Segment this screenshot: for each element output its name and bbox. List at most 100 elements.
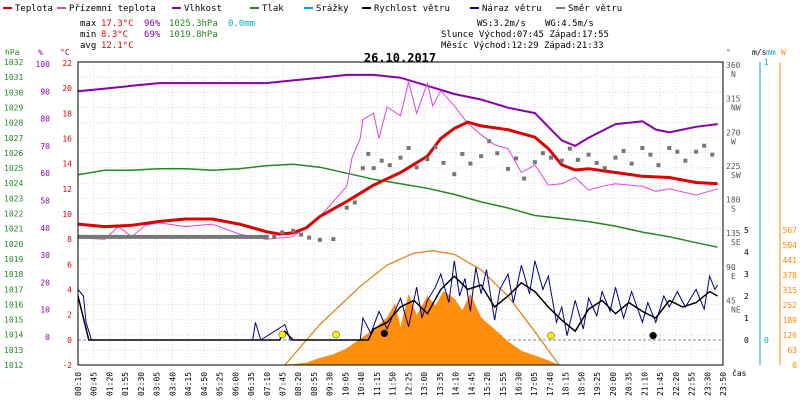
wind-direction-point xyxy=(675,149,680,154)
axis-tick-degc: -2 xyxy=(62,361,72,370)
axis-tick-x: 06:00 xyxy=(231,372,240,396)
stat-min-temp: 8.3°C xyxy=(101,30,128,40)
wind-direction-point xyxy=(495,151,500,156)
wind-direction-point xyxy=(514,156,519,161)
legend-label: Přízemní teplota xyxy=(69,4,156,14)
axis-tick-ms: 3 xyxy=(744,270,749,279)
axis-tick-x: 20:00 xyxy=(609,372,618,396)
wind-direction-point xyxy=(549,155,553,160)
axis-tick-dir: 360 xyxy=(726,61,741,70)
stat-wg: WG:4.5m/s xyxy=(545,19,594,29)
axis-tick-x: 04:15 xyxy=(184,372,193,396)
wind-direction-point xyxy=(360,166,365,171)
axis-tick-hpa: 1031 xyxy=(4,73,23,82)
wind-direction-point xyxy=(468,161,473,166)
stat-sun: Slunce Východ:07:45 Západ:17:55 xyxy=(441,30,609,40)
legend: Teplota Přízemní teplota Vlhkost Tlak Srážky… xyxy=(3,4,622,14)
axis-unit-hpa: hPa xyxy=(5,48,20,57)
axis-tick-x: 03:05 xyxy=(153,372,162,396)
wind-direction-point xyxy=(667,145,672,150)
axis-tick-dir: 270 xyxy=(726,128,741,137)
axis-tick-x: 16:30 xyxy=(514,372,523,396)
axis-tick-x: 22:20 xyxy=(672,372,681,396)
axis-tick-pct: 10 xyxy=(40,306,50,315)
wind-direction-point xyxy=(387,163,392,168)
axis-tick-wm2: 378 xyxy=(783,271,798,280)
axis-tick-x: 18:15 xyxy=(562,372,571,396)
axis-tick-x: 21:45 xyxy=(656,372,665,396)
axis-tick-degc: 8 xyxy=(67,235,72,244)
wind-direction-point xyxy=(621,148,626,153)
plot-area xyxy=(77,73,719,366)
axis-tick-dir-compass: NW xyxy=(731,104,741,113)
event-marker xyxy=(278,330,286,339)
axis-tick-x: 07:10 xyxy=(263,372,272,396)
axis-tick-wm2: 441 xyxy=(783,256,798,265)
axis-tick-ms: 2 xyxy=(744,292,749,301)
wind-gust-line xyxy=(77,260,719,341)
event-marker xyxy=(380,329,389,338)
stat-avg-temp: 12.1°C xyxy=(101,41,134,51)
axis-tick-x: 14:45 xyxy=(467,372,476,396)
wind-direction-point xyxy=(540,151,545,156)
axis-tick-mm: 0 xyxy=(764,336,769,345)
axis-tick-x: 21:10 xyxy=(640,372,649,396)
axis-tick-degc: 22 xyxy=(62,59,72,68)
axis-tick-degc: 10 xyxy=(62,210,72,219)
legend-label: Rychlost větru xyxy=(374,4,450,14)
axis-tick-hpa: 1017 xyxy=(4,285,23,294)
stat-max-press: 1025.3hPa xyxy=(169,19,218,29)
wind-direction-point xyxy=(371,166,376,171)
chart-title: 26.10.2017 xyxy=(364,51,436,65)
axis-tick-hpa: 1025 xyxy=(4,164,23,173)
axis-tick-degc: 18 xyxy=(62,109,72,118)
axis-tick-degc: 12 xyxy=(62,185,72,194)
axis-tick-wm2: 189 xyxy=(783,316,798,325)
axis-tick-hpa: 1021 xyxy=(4,225,23,234)
axis-tick-x: 17:05 xyxy=(530,372,539,396)
axis-tick-wm2: 126 xyxy=(783,331,798,340)
wind-direction-point xyxy=(506,166,510,171)
humidity-line xyxy=(77,73,718,148)
axis-unit-dir: ° xyxy=(726,48,731,57)
axis-tick-degc: 16 xyxy=(62,135,72,144)
solar-max-line xyxy=(284,250,560,366)
axis-tick-dir-compass: S xyxy=(731,205,736,214)
wind-direction-point xyxy=(522,176,527,181)
axis-unit-ms: m/s xyxy=(752,48,767,57)
axis-tick-dir: 225 xyxy=(726,162,741,171)
axis-tick-hpa: 1013 xyxy=(4,346,23,355)
wind-direction-point xyxy=(379,158,384,163)
stat-min-hum: 69% xyxy=(144,30,161,40)
axis-tick-wm2: 504 xyxy=(783,241,798,250)
axis-tick-x: 07:45 xyxy=(279,372,288,396)
wind-direction-point xyxy=(344,205,349,210)
wind-direction-point xyxy=(433,145,438,150)
axis-tick-pct: 60 xyxy=(40,169,50,178)
axis-tick-x: 11:50 xyxy=(389,372,398,396)
event-marker xyxy=(547,331,555,340)
axis-tick-dir-compass: W xyxy=(731,137,736,146)
wind-direction-point xyxy=(710,152,715,157)
axis-tick-x: 10:40 xyxy=(357,372,366,396)
wind-direction-point xyxy=(702,143,707,148)
axis-tick-ms: 4 xyxy=(744,248,749,257)
axis-tick-x: 17:40 xyxy=(546,372,555,396)
axis-tick-hpa: 1012 xyxy=(4,361,23,370)
axis-tick-hpa: 1028 xyxy=(4,119,23,128)
stat-label: max xyxy=(80,19,97,29)
axis-tick-hpa: 1027 xyxy=(4,134,23,143)
stat-max-hum: 96% xyxy=(144,19,161,29)
wind-speed-line xyxy=(77,275,718,341)
axis-tick-mm: 1 xyxy=(764,58,769,67)
axis-tick-x: 09:30 xyxy=(326,372,335,396)
wind-direction-point xyxy=(406,145,411,150)
wind-direction-point xyxy=(307,235,312,240)
axis-tick-hpa: 1030 xyxy=(4,88,23,97)
wind-direction-point xyxy=(694,149,699,154)
wind-direction-point xyxy=(441,160,446,165)
axis-tick-pct: 40 xyxy=(40,224,50,233)
wind-direction-point xyxy=(567,146,572,151)
axis-tick-x: 08:20 xyxy=(294,372,303,396)
